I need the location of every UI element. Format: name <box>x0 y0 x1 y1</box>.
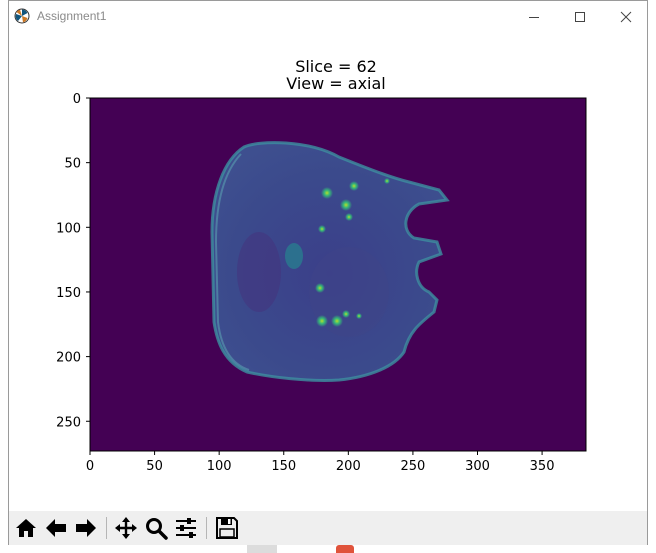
navigation-toolbar <box>9 511 647 545</box>
y-tick-label: 0 <box>73 92 81 107</box>
mri-tissue-right <box>309 247 389 337</box>
x-tick-label: 350 <box>530 459 555 474</box>
x-tick-label: 150 <box>271 459 296 474</box>
pan-button[interactable] <box>111 513 141 543</box>
maximize-button[interactable] <box>557 1 603 32</box>
x-axis: 0 50 100 150 200 250 300 350 <box>86 451 555 474</box>
x-tick-label: 200 <box>336 459 361 474</box>
mri-bright-spot <box>321 187 333 199</box>
mri-bright-spot <box>349 181 359 191</box>
y-tick-label: 150 <box>56 286 81 301</box>
x-tick-label: 50 <box>146 459 163 474</box>
plot-svg: Slice = 62 View = axial <box>56 57 587 474</box>
axes-frame <box>89 97 587 452</box>
configure-subplots-button[interactable] <box>171 513 201 543</box>
background-desktop-left <box>0 0 9 553</box>
x-tick-label: 300 <box>465 459 490 474</box>
mri-bright-spot <box>384 178 390 184</box>
plot-title-view: View = axial <box>286 74 386 93</box>
minimize-icon <box>529 16 539 18</box>
background-desktop-bottom <box>0 544 656 553</box>
matplotlib-window: Assignment1 <box>8 0 648 545</box>
maximize-icon <box>575 11 585 22</box>
toolbar-separator <box>206 517 207 539</box>
background-logo-icon <box>336 545 354 553</box>
mri-body-region <box>210 141 450 382</box>
title-bar[interactable]: Assignment1 <box>9 1 647 32</box>
mri-image <box>210 141 450 382</box>
mri-bright-spot <box>318 225 326 233</box>
save-icon <box>216 517 238 539</box>
x-tick-label: 100 <box>207 459 232 474</box>
y-axis: 0 50 100 150 200 250 <box>56 92 90 430</box>
forward-button[interactable] <box>71 513 101 543</box>
arrow-right-icon <box>76 519 96 537</box>
home-button[interactable] <box>11 513 41 543</box>
zoom-icon <box>146 518 168 540</box>
mri-bright-spot <box>315 283 325 293</box>
mri-bright-spot <box>340 199 352 211</box>
background-taskbar-chip <box>247 544 277 553</box>
close-icon <box>620 11 632 22</box>
mri-tissue-left <box>237 232 281 312</box>
x-tick-label: 250 <box>401 459 426 474</box>
mri-vertebra <box>285 243 303 269</box>
mri-bright-spot <box>316 315 328 327</box>
mri-bright-spot <box>342 310 350 318</box>
mri-bright-spot <box>331 315 343 327</box>
x-tick-label: 0 <box>86 459 94 474</box>
back-button[interactable] <box>41 513 71 543</box>
mri-bright-spot <box>345 213 353 221</box>
window-title: Assignment1 <box>37 9 107 23</box>
arrow-left-icon <box>46 519 66 537</box>
close-button[interactable] <box>603 1 649 32</box>
mri-outer-ring <box>214 153 250 371</box>
y-tick-label: 100 <box>56 221 81 236</box>
home-icon <box>16 519 36 537</box>
y-tick-label: 50 <box>64 157 81 172</box>
save-button[interactable] <box>212 513 242 543</box>
figure-canvas[interactable]: Slice = 62 View = axial <box>9 32 647 510</box>
sliders-icon <box>176 518 196 538</box>
mri-bright-spot <box>356 313 362 319</box>
zoom-button[interactable] <box>141 513 171 543</box>
y-tick-label: 250 <box>56 415 81 430</box>
y-tick-label: 200 <box>56 351 81 366</box>
minimize-button[interactable] <box>511 1 557 32</box>
matplotlib-logo-icon <box>14 8 30 24</box>
plot-title-slice: Slice = 62 <box>295 57 377 76</box>
move-icon <box>115 517 137 539</box>
background-desktop-right <box>647 0 656 553</box>
toolbar-separator <box>106 517 107 539</box>
